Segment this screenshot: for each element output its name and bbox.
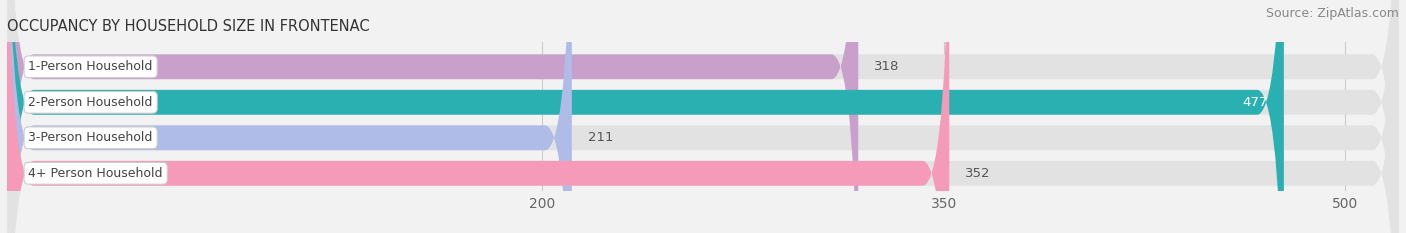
Text: 3-Person Household: 3-Person Household [28, 131, 153, 144]
FancyBboxPatch shape [7, 0, 1399, 233]
Text: 2-Person Household: 2-Person Household [28, 96, 153, 109]
FancyBboxPatch shape [7, 0, 858, 233]
FancyBboxPatch shape [7, 0, 572, 233]
Text: 211: 211 [588, 131, 613, 144]
Text: 4+ Person Household: 4+ Person Household [28, 167, 163, 180]
FancyBboxPatch shape [7, 0, 949, 233]
FancyBboxPatch shape [7, 0, 1399, 233]
Text: 477: 477 [1243, 96, 1268, 109]
FancyBboxPatch shape [7, 0, 1399, 233]
Text: 1-Person Household: 1-Person Household [28, 60, 153, 73]
Text: OCCUPANCY BY HOUSEHOLD SIZE IN FRONTENAC: OCCUPANCY BY HOUSEHOLD SIZE IN FRONTENAC [7, 19, 370, 34]
Text: 352: 352 [966, 167, 991, 180]
FancyBboxPatch shape [7, 0, 1284, 233]
Text: 318: 318 [875, 60, 900, 73]
Text: Source: ZipAtlas.com: Source: ZipAtlas.com [1265, 7, 1399, 20]
FancyBboxPatch shape [7, 0, 1399, 233]
